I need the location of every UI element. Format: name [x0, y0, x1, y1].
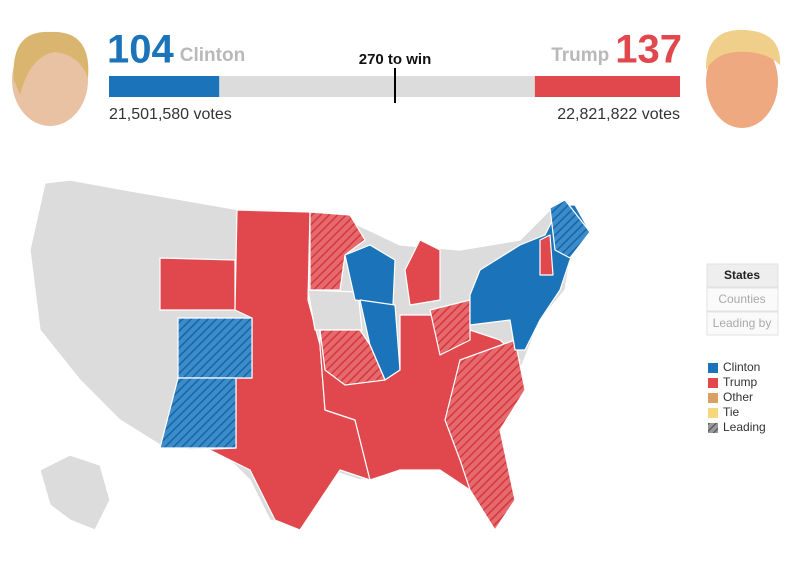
clinton-bar — [109, 76, 220, 97]
legend-label: Other — [723, 390, 753, 404]
legend-swatch — [708, 378, 718, 388]
legend-label: Clinton — [723, 360, 760, 374]
trump-popular-votes: 22,821,822 votes — [557, 106, 680, 123]
trump-portrait — [705, 29, 781, 128]
clinton-portrait — [12, 31, 89, 126]
legend-swatch — [708, 408, 718, 418]
threshold-label: 270 to win — [359, 51, 432, 68]
clinton-name: Clinton — [180, 45, 245, 66]
legend-swatch — [708, 393, 718, 403]
legend-swatch — [708, 363, 718, 373]
legend-label: Trump — [723, 375, 758, 389]
view-tab[interactable] — [706, 263, 779, 288]
trump-electoral-votes: 137 — [615, 28, 682, 72]
trump-bar — [534, 76, 680, 97]
legend-label: Tie — [723, 405, 740, 419]
clinton-electoral-votes: 104 — [107, 28, 174, 72]
us-map — [29, 179, 591, 531]
trump-name: Trump — [551, 45, 609, 66]
view-tab[interactable] — [706, 287, 779, 312]
view-tab-label[interactable]: Counties — [718, 292, 765, 306]
clinton-popular-votes: 21,501,580 votes — [109, 106, 232, 123]
view-tab[interactable] — [706, 311, 779, 336]
view-tab-label[interactable]: States — [724, 268, 760, 282]
legend-swatch — [708, 423, 718, 433]
view-tab-label[interactable]: Leading by — [713, 316, 772, 330]
legend-label: Leading — [723, 420, 766, 434]
